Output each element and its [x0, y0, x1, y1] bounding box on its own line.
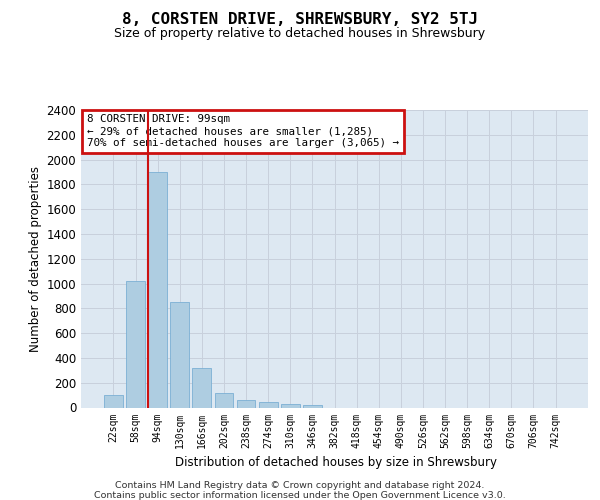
Y-axis label: Number of detached properties: Number of detached properties	[29, 166, 42, 352]
Bar	[193, 368, 211, 408]
Text: Contains HM Land Registry data © Crown copyright and database right 2024.: Contains HM Land Registry data © Crown c…	[115, 480, 485, 490]
Text: 8 CORSTEN DRIVE: 99sqm
← 29% of detached houses are smaller (1,285)
70% of semi-: 8 CORSTEN DRIVE: 99sqm ← 29% of detached…	[87, 114, 399, 148]
Bar	[170, 302, 189, 408]
Text: Distribution of detached houses by size in Shrewsbury: Distribution of detached houses by size …	[175, 456, 497, 469]
Bar	[148, 172, 167, 408]
Text: Size of property relative to detached houses in Shrewsbury: Size of property relative to detached ho…	[115, 27, 485, 40]
Bar	[259, 402, 278, 407]
Bar	[126, 281, 145, 407]
Bar	[236, 400, 256, 407]
Bar	[303, 406, 322, 407]
Text: Contains public sector information licensed under the Open Government Licence v3: Contains public sector information licen…	[94, 490, 506, 500]
Bar	[104, 395, 123, 407]
Bar	[281, 404, 299, 407]
Bar	[215, 392, 233, 407]
Text: 8, CORSTEN DRIVE, SHREWSBURY, SY2 5TJ: 8, CORSTEN DRIVE, SHREWSBURY, SY2 5TJ	[122, 12, 478, 28]
